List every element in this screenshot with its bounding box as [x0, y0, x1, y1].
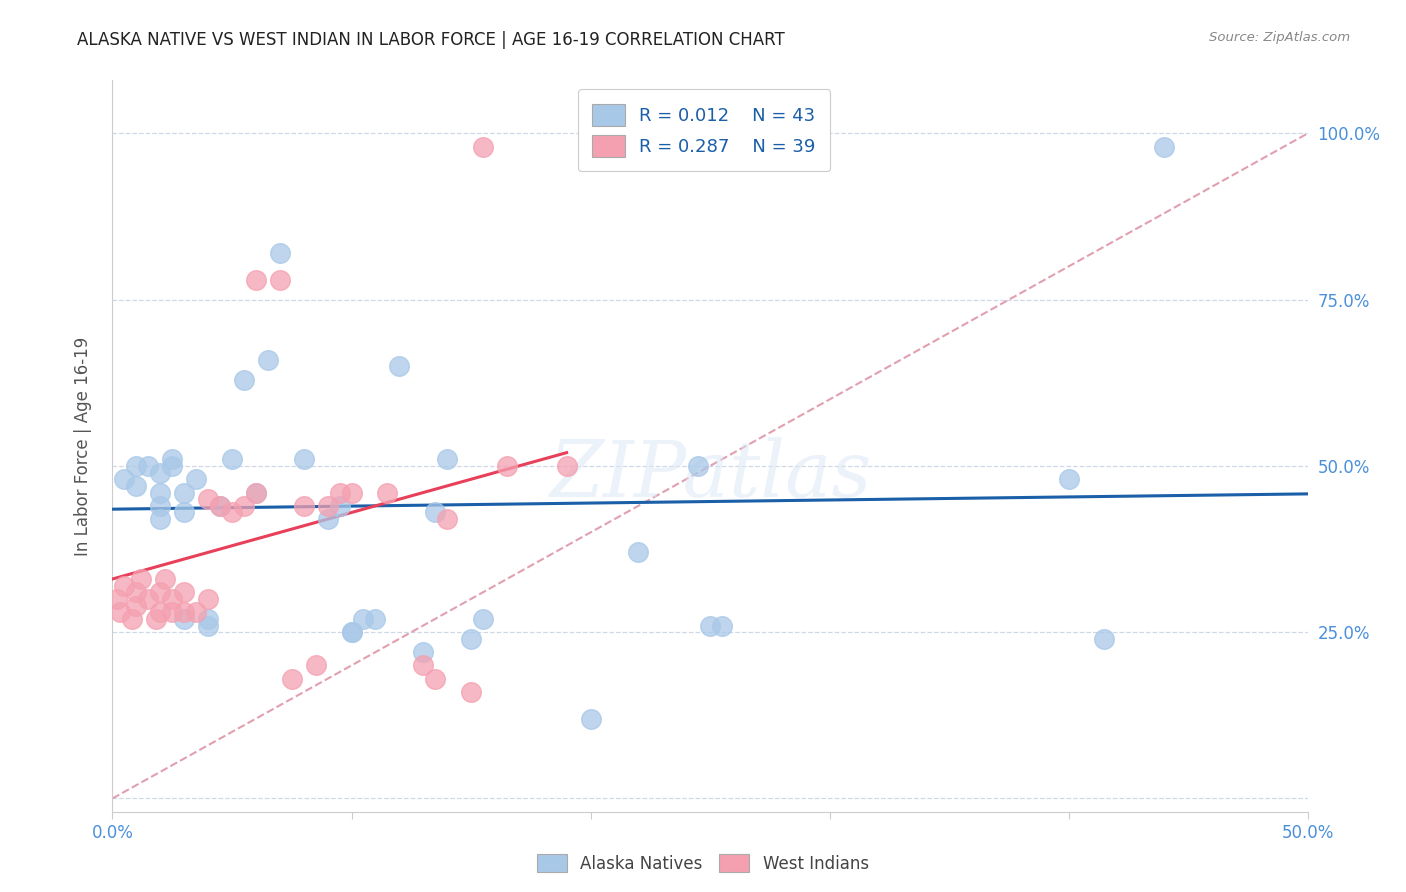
Point [388, 359, 411, 374]
Point [162, 591, 183, 606]
Point [1153, 140, 1175, 154]
Point [316, 499, 339, 513]
Legend: Alaska Natives, West Indians: Alaska Natives, West Indians [530, 847, 876, 880]
Point [340, 485, 363, 500]
Point [125, 599, 148, 613]
Legend: R = 0.012    N = 43, R = 0.287    N = 39: R = 0.012 N = 43, R = 0.287 N = 39 [578, 89, 830, 171]
Point [245, 485, 267, 500]
Point [173, 485, 195, 500]
Point [436, 512, 458, 526]
Point [197, 612, 219, 626]
Point [173, 506, 195, 520]
Point [114, 579, 135, 593]
Point [186, 605, 208, 619]
Point [412, 658, 434, 673]
Point [460, 632, 482, 646]
Point [699, 618, 721, 632]
Point [149, 466, 172, 480]
Y-axis label: In Labor Force | Age 16-19: In Labor Force | Age 16-19 [73, 336, 91, 556]
Point [138, 591, 160, 606]
Point [627, 545, 650, 559]
Point [329, 499, 352, 513]
Point [149, 485, 172, 500]
Point [292, 499, 315, 513]
Text: ALASKA NATIVE VS WEST INDIAN IN LABOR FORCE | AGE 16-19 CORRELATION CHART: ALASKA NATIVE VS WEST INDIAN IN LABOR FO… [77, 31, 785, 49]
Point [173, 612, 195, 626]
Point [269, 273, 291, 287]
Point [197, 591, 219, 606]
Point [496, 458, 519, 473]
Point [138, 458, 160, 473]
Point [472, 140, 495, 154]
Point [245, 485, 267, 500]
Point [125, 479, 148, 493]
Point [269, 246, 291, 260]
Point [153, 572, 176, 586]
Point [186, 472, 208, 486]
Point [125, 458, 148, 473]
Text: Source: ZipAtlas.com: Source: ZipAtlas.com [1209, 31, 1350, 45]
Point [281, 672, 304, 686]
Point [340, 625, 363, 640]
Point [173, 605, 195, 619]
Point [377, 485, 399, 500]
Point [555, 458, 578, 473]
Point [425, 506, 447, 520]
Point [245, 273, 267, 287]
Point [162, 452, 183, 467]
Point [197, 492, 219, 507]
Text: ZIPatlas: ZIPatlas [548, 437, 872, 514]
Point [329, 485, 352, 500]
Point [436, 452, 458, 467]
Point [688, 458, 710, 473]
Point [233, 372, 256, 386]
Point [257, 352, 280, 367]
Point [209, 499, 232, 513]
Point [162, 458, 183, 473]
Point [105, 591, 128, 606]
Point [108, 605, 131, 619]
Point [1057, 472, 1080, 486]
Point [173, 585, 195, 599]
Point [316, 512, 339, 526]
Point [125, 585, 148, 599]
Point [711, 618, 734, 632]
Point [221, 452, 243, 467]
Point [129, 572, 152, 586]
Point [425, 672, 447, 686]
Point [197, 618, 219, 632]
Point [149, 605, 172, 619]
Point [149, 585, 172, 599]
Point [1094, 632, 1116, 646]
Point [472, 612, 495, 626]
Point [305, 658, 328, 673]
Point [145, 612, 167, 626]
Point [412, 645, 434, 659]
Point [149, 499, 172, 513]
Point [460, 685, 482, 699]
Point [209, 499, 232, 513]
Point [340, 625, 363, 640]
Point [579, 712, 602, 726]
Point [364, 612, 387, 626]
Point [292, 452, 315, 467]
Point [162, 605, 183, 619]
Point [352, 612, 374, 626]
Point [149, 512, 172, 526]
Point [221, 506, 243, 520]
Point [114, 472, 135, 486]
Point [233, 499, 256, 513]
Point [121, 612, 143, 626]
